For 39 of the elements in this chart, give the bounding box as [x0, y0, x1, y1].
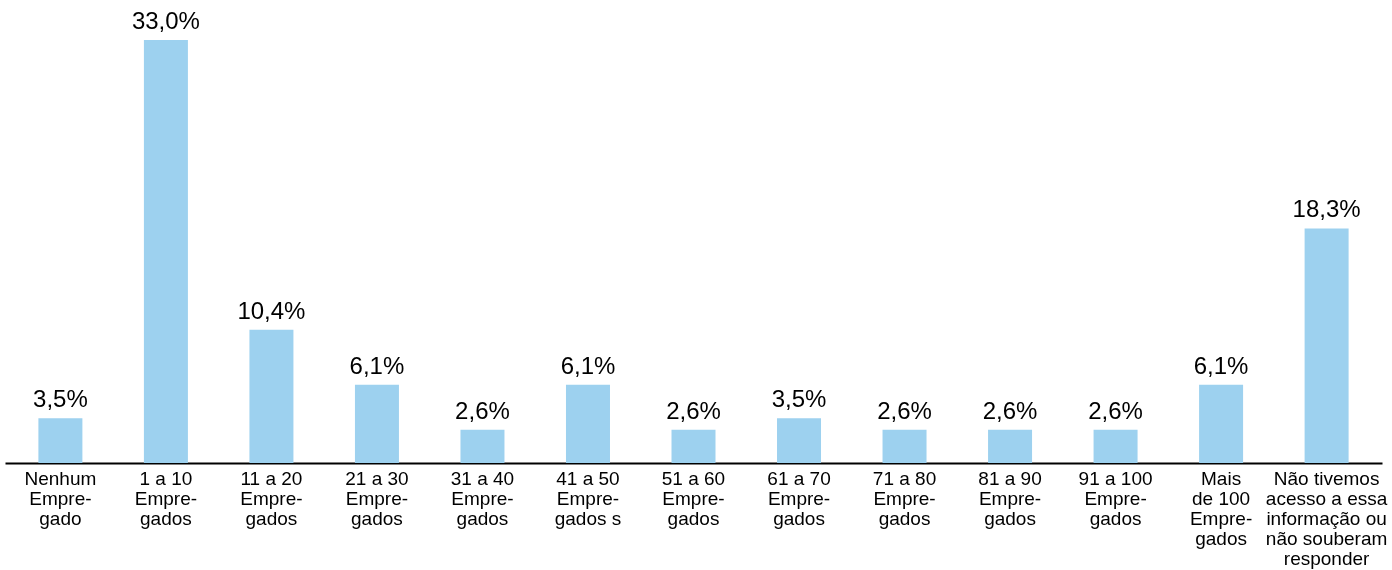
bar [671, 429, 716, 463]
data-label: 6,1% [349, 351, 405, 379]
data-label: 2,6% [455, 396, 510, 424]
data-label: 18,3% [1292, 195, 1361, 223]
bar [988, 429, 1033, 463]
bar [460, 429, 505, 463]
bar [354, 384, 399, 463]
x-tick-label: Nenhum Empre- gado [24, 467, 97, 529]
bar [143, 40, 188, 463]
data-label: 3,5% [33, 385, 88, 413]
x-tick-label: 21 a 30 Empre- gados [345, 467, 409, 529]
x-tick-label: 71 a 80 Empre- gados [872, 467, 937, 529]
data-label: 10,4% [237, 296, 306, 324]
data-label: 2,6% [666, 396, 721, 424]
bar [1093, 429, 1138, 463]
data-label: 2,6% [1088, 396, 1143, 424]
bar [1199, 384, 1244, 463]
x-tick-label: 81 a 90 Empre- gados [978, 467, 1042, 529]
x-tick-label: Não tivemos acesso a essa informação ou não souberam responder [1265, 467, 1388, 569]
bar [565, 384, 610, 463]
data-label: 3,5% [771, 385, 827, 413]
x-tick-label: 61 a 70 Empre- gados [767, 467, 831, 529]
x-tick-label: 51 a 60 Empre- gados [661, 467, 726, 529]
data-label: 6,1% [1193, 351, 1249, 379]
x-tick-label: Mais de 100 Empre- gados [1189, 467, 1253, 549]
data-label: 33,0% [131, 7, 200, 34]
x-tick-label: 41 a 50 Empre- gados s [554, 467, 622, 529]
data-label: 2,6% [982, 396, 1038, 424]
x-tick-label: 1 a 10 Empre- gados [134, 467, 198, 529]
x-tick-label: 31 a 40 Empre- gados [450, 467, 515, 529]
bar [882, 429, 927, 463]
data-label: 6,1% [560, 351, 616, 379]
bar [38, 418, 83, 463]
x-tick-label: 11 a 20 Empre- gados [240, 467, 303, 529]
bar [249, 329, 294, 463]
bar [1304, 228, 1349, 463]
bar [777, 418, 822, 463]
data-label: 2,6% [877, 396, 932, 424]
x-tick-label: 91 a 100 Empre- gados [1078, 467, 1153, 529]
